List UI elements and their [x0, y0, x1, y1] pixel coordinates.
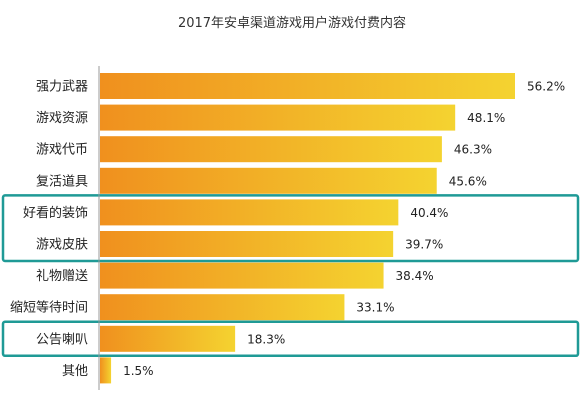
category-label: 好看的装饰	[23, 205, 88, 221]
value-label: 40.4%	[410, 206, 448, 220]
category-label: 其他	[62, 364, 88, 379]
bar-3	[100, 136, 442, 163]
value-label: 48.1%	[467, 111, 505, 125]
category-label: 复活道具	[36, 174, 88, 189]
highlight-box-1	[1, 194, 580, 263]
category-label: 强力武器	[36, 80, 88, 95]
value-label: 56.2%	[527, 80, 565, 94]
bar-7	[100, 262, 384, 289]
bar-6	[100, 231, 394, 257]
category-label: 游戏皮肤	[36, 238, 88, 253]
bar-4	[100, 167, 437, 194]
value-label: 46.3%	[454, 143, 492, 157]
bar-8	[100, 294, 345, 321]
category-label: 游戏代币	[36, 143, 88, 158]
category-label: 游戏资源	[36, 111, 88, 126]
value-label: 33.1%	[356, 301, 394, 315]
bar-2	[100, 104, 456, 131]
bar-1	[100, 73, 515, 99]
value-label: 39.7%	[405, 238, 443, 252]
category-label: 缩短等待时间	[10, 300, 88, 316]
bar-9	[100, 325, 236, 352]
chart-title: 2017年安卓渠道游戏用户游戏付费内容	[177, 16, 407, 31]
value-label: 45.6%	[449, 174, 487, 188]
bar-5	[100, 199, 399, 226]
category-label: 礼物赠送	[36, 268, 88, 284]
value-label: 18.3%	[247, 332, 285, 346]
value-label: 1.5%	[123, 364, 153, 378]
highlight-box-2	[1, 320, 580, 358]
category-label: 公告喇叭	[36, 332, 88, 347]
bar-10	[100, 357, 112, 384]
value-label: 38.4%	[396, 269, 434, 283]
